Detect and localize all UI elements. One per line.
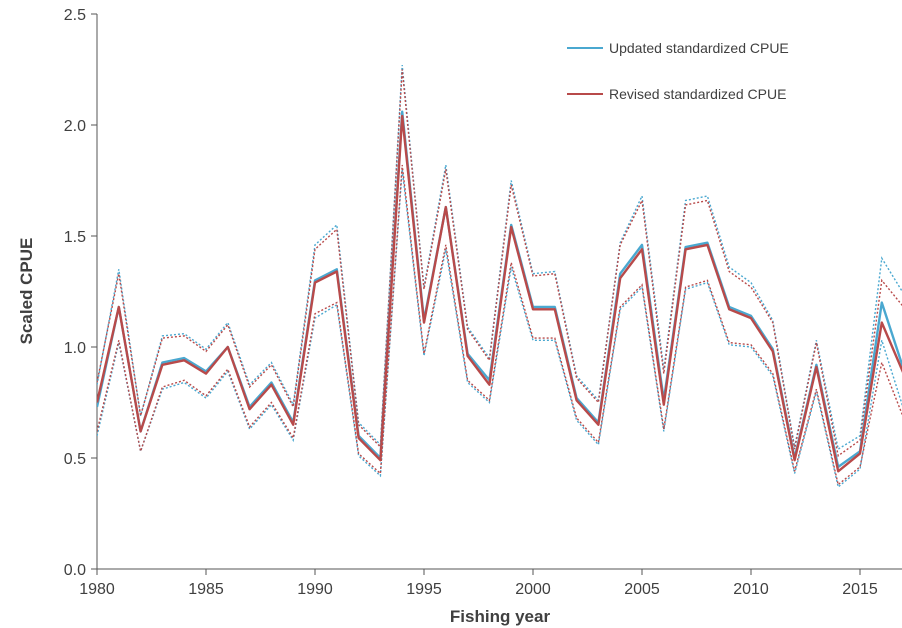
series-revised-lower-bound bbox=[97, 164, 902, 486]
y-axis-title: Scaled CPUE bbox=[17, 238, 36, 345]
x-tick-label: 1985 bbox=[188, 581, 224, 598]
y-tick-label: 0.0 bbox=[64, 562, 86, 579]
series-revised-upper-bound bbox=[97, 69, 902, 458]
x-tick-label: 1990 bbox=[297, 581, 333, 598]
series-updated-upper-bound bbox=[97, 65, 902, 451]
x-tick-label: 1995 bbox=[406, 581, 442, 598]
x-ticks: 1980 1985 1990 1995 2000 2005 2010 2015 bbox=[79, 569, 878, 598]
x-axis-title: Fishing year bbox=[450, 607, 551, 626]
legend-label-updated: Updated standardized CPUE bbox=[609, 40, 789, 56]
y-tick-label: 2.5 bbox=[64, 7, 86, 24]
legend: Updated standardized CPUE Revised standa… bbox=[567, 40, 789, 102]
series-layer bbox=[97, 65, 902, 489]
x-tick-label: 2005 bbox=[624, 581, 660, 598]
x-tick-label: 2015 bbox=[842, 581, 878, 598]
series-updated-lower-bound bbox=[97, 169, 902, 489]
y-tick-label: 1.0 bbox=[64, 340, 86, 357]
y-tick-label: 0.5 bbox=[64, 451, 86, 468]
x-tick-label: 1980 bbox=[79, 581, 115, 598]
y-ticks: 0.0 0.5 1.0 1.5 2.0 2.5 bbox=[64, 7, 97, 579]
legend-label-revised: Revised standardized CPUE bbox=[609, 86, 786, 102]
y-tick-label: 2.0 bbox=[64, 118, 86, 135]
x-tick-label: 2000 bbox=[515, 581, 551, 598]
x-tick-label: 2010 bbox=[733, 581, 769, 598]
series-revised-line bbox=[97, 114, 902, 473]
y-tick-label: 1.5 bbox=[64, 229, 86, 246]
